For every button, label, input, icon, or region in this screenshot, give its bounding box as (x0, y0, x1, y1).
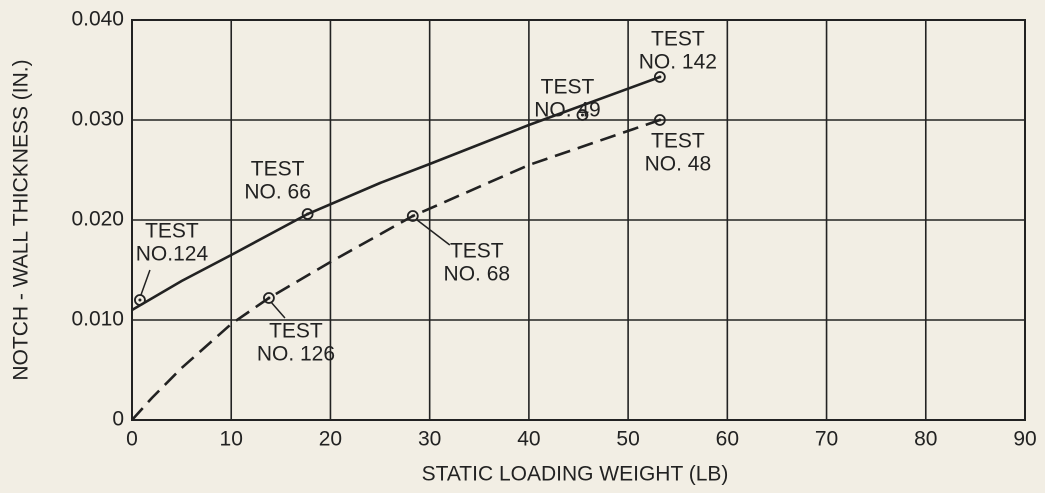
test-point-dot (138, 298, 142, 302)
x-tick-label: 90 (1013, 428, 1036, 451)
test-point (576, 109, 589, 121)
point-annotation: NO. 49 (534, 99, 601, 122)
test-point-dot (267, 296, 271, 300)
y-axis-title: NOTCH - WALL THICKNESS (IN.) (10, 59, 33, 380)
test-point-dot (306, 212, 310, 216)
test-point (653, 71, 666, 83)
y-tick-label: 0.040 (71, 8, 124, 31)
test-point-dot (658, 75, 662, 79)
leader-line (270, 301, 286, 319)
test-point (134, 294, 146, 306)
point-annotation: TEST (145, 220, 199, 243)
test-point (301, 208, 314, 220)
point-annotation: NO.124 (136, 243, 209, 266)
x-tick-label: 20 (319, 428, 342, 451)
test-point (263, 292, 275, 304)
point-annotation: NO. 142 (639, 51, 717, 74)
point-annotation: NO. 48 (645, 153, 712, 176)
x-tick-label: 80 (914, 428, 937, 451)
point-annotation: TEST (269, 320, 323, 343)
point-annotation: NO. 126 (257, 343, 335, 366)
point-annotation: TEST (450, 240, 504, 263)
leader-line (415, 218, 451, 246)
y-tick-label: 0.030 (71, 108, 124, 131)
test-point (406, 210, 419, 222)
x-tick-label: 60 (716, 428, 739, 451)
test-point-dot (580, 113, 584, 117)
point-annotation: TEST (651, 28, 705, 51)
point-annotation: TEST (541, 76, 595, 99)
point-annotation: TEST (251, 158, 305, 181)
test-point-dot (411, 214, 415, 218)
leader-line (140, 269, 151, 296)
point-annotation: NO. 68 (444, 263, 511, 286)
x-tick-label: 30 (418, 428, 441, 451)
test-point-dot (658, 118, 662, 122)
fit-curve (131, 118, 661, 421)
x-tick-label: 40 (517, 428, 540, 451)
x-axis-title: STATIC LOADING WEIGHT (LB) (422, 463, 729, 486)
fit-curve (131, 75, 661, 312)
x-tick-label: 0 (126, 428, 138, 451)
y-tick-label: 0.010 (71, 308, 124, 331)
x-tick-label: 10 (220, 428, 243, 451)
point-annotation: NO. 66 (244, 181, 311, 204)
test-point (653, 114, 666, 126)
y-tick-label: 0.020 (71, 208, 124, 231)
y-tick-label: 0 (112, 408, 124, 431)
x-tick-label: 70 (815, 428, 838, 451)
point-annotation: TEST (651, 130, 705, 153)
x-tick-label: 50 (616, 428, 639, 451)
